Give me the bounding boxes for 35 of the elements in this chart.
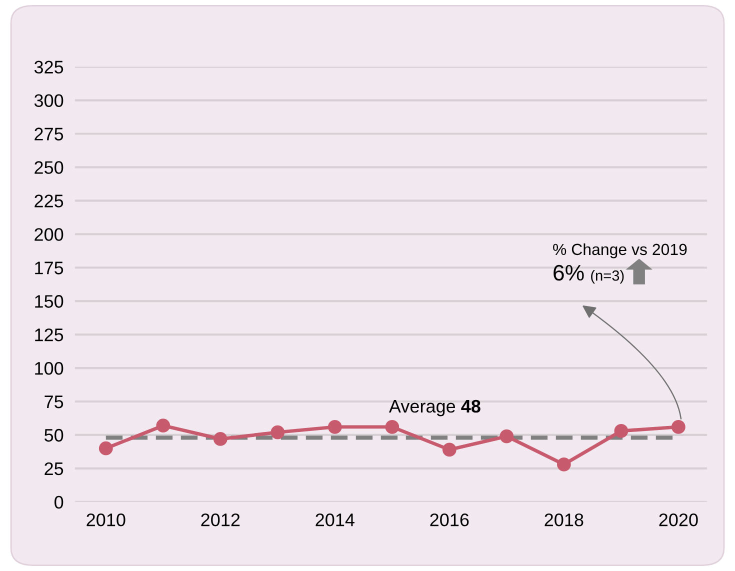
- y-tick-label: 100: [35, 362, 64, 375]
- point: [98, 441, 113, 456]
- x-tick-label: 2016: [430, 513, 469, 526]
- point: [671, 420, 686, 434]
- point: [442, 442, 456, 457]
- y-tick-label: 75: [44, 396, 64, 408]
- y-tick-label: 50: [44, 428, 64, 442]
- point: [328, 420, 342, 434]
- x-tick-label: 2012: [201, 513, 240, 526]
- y-tick-label: 250: [34, 161, 64, 174]
- y-tick-label: 300: [34, 94, 64, 107]
- y-tick-label: 200: [34, 228, 64, 241]
- x-tick-label: 2020: [659, 513, 698, 526]
- point: [213, 432, 228, 446]
- y-tick-label: 0: [54, 496, 64, 509]
- annotation: 6%: [554, 264, 584, 281]
- y-tick-label: 25: [44, 462, 64, 476]
- x-tick-label: 2018: [544, 513, 584, 526]
- point: [385, 420, 400, 434]
- point: [270, 425, 285, 440]
- point: [614, 424, 628, 438]
- x-tick-label: 2010: [86, 513, 126, 526]
- x-tick-label: 2014: [316, 513, 354, 526]
- annotation: (n=3): [591, 270, 624, 284]
- point: [156, 418, 170, 433]
- y-tick-label: 175: [35, 262, 64, 274]
- y-tick-label: 275: [34, 128, 64, 140]
- point: [500, 429, 514, 444]
- y-tick-label: 325: [34, 60, 64, 74]
- ref-line-label: Average 48: [388, 400, 480, 416]
- y-tick-label: 225: [34, 194, 64, 208]
- y-tick-label: 150: [35, 295, 64, 308]
- y-tick-label: 125: [35, 328, 64, 342]
- annotation: % Change vs 2019: [553, 243, 687, 258]
- point: [556, 457, 571, 472]
